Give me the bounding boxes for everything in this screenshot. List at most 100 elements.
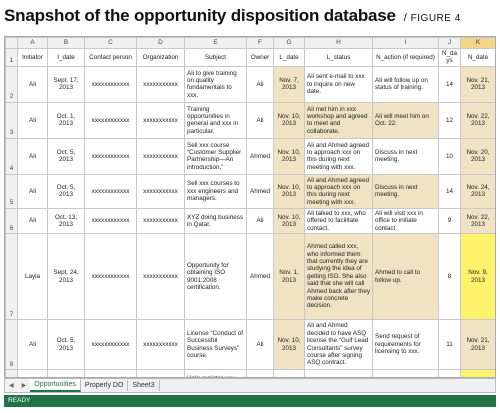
column-header: N_action (if required) [372, 48, 439, 67]
cell: Sept. 24, 2013 [47, 233, 85, 321]
cell: Opportunity for obtaining ISO 9001:2008 … [184, 233, 247, 321]
column-letter: G [273, 37, 305, 49]
data-row: 3 Ali Oct. 1, 2013 xxxxxxxxxxxx xxxxxxxxxxx T… [5, 101, 495, 139]
cell [372, 369, 439, 377]
cell: Ali [17, 173, 48, 209]
row-number: 6 [5, 207, 18, 235]
cell: xxxxxxxxxxx [136, 65, 185, 103]
cell: Training opportunities in general and xx… [184, 101, 247, 139]
cell: Discuss in next meeting. [372, 173, 439, 209]
title-bar: Snapshot of the opportunity disposition … [4, 6, 461, 26]
cell: Help register xxx. [184, 369, 247, 377]
figure-label: FIGURE 4 [410, 13, 461, 24]
cell: xxxxxxxxxxx [136, 319, 185, 371]
sheet-tab[interactable]: Sheet3 [128, 380, 160, 391]
cell: Ali will follow up on status of training… [372, 65, 439, 103]
cell: xxxxxxxxxxx [136, 207, 185, 235]
sheet-tabs: ◀ ▶ Opportunities Properly DO Sheet3 [4, 378, 496, 393]
cell: xxxxxxxxxxx [136, 173, 185, 209]
cell: Ali [246, 65, 274, 103]
data-row: 9 Help register xxx. [5, 369, 495, 377]
row-number: 5 [5, 173, 18, 209]
column-header: Owner [246, 48, 274, 67]
cell: Sell xxx courses to xxx engineers and ma… [184, 173, 247, 209]
cell: Ali sent e-mail to xxx to inquire on new… [304, 65, 373, 103]
cell: Nov. 22, 2013 [460, 101, 495, 139]
cell [136, 369, 185, 377]
cell [304, 369, 373, 377]
cell: Nov. 10, 2013 [273, 173, 305, 209]
sheet-tab[interactable]: Properly DO [81, 380, 129, 391]
cell: Ali [17, 207, 48, 235]
cell: Oct. 1, 2013 [47, 101, 85, 139]
header-row: 1 Initiator I_date Contact person Organizati… [5, 48, 495, 67]
cell: Ahmed [246, 173, 274, 209]
cell: Ahmed to call to follow up. [372, 233, 439, 321]
cell: 9 [438, 207, 461, 235]
cell: Ali [17, 137, 48, 175]
column-header: Organization [136, 48, 185, 67]
cell: Nov. 20, 2013 [460, 137, 495, 175]
cell: Nov. 22, 2013 [460, 207, 495, 235]
cell: Nov. 10, 2013 [273, 207, 305, 235]
row-number: 2 [5, 65, 18, 103]
cell: Nov. 10, 2013 [273, 319, 305, 371]
cell: xxxxxxxxxxx [136, 233, 185, 321]
tab-next[interactable]: ▶ [21, 383, 27, 389]
cell: Ahmed [246, 233, 274, 321]
cell: xxxxxxxxxxxx [84, 207, 137, 235]
column-letter: A [17, 37, 48, 49]
cell: Ahmed [246, 137, 274, 175]
cell: Ali met him in xxx workshop and agreed t… [304, 101, 373, 139]
column-header: N_date [460, 48, 495, 67]
column-letter: F [246, 37, 274, 49]
data-row: 8 Ali Oct. 5, 2013 xxxxxxxxxxxx xxxxxxxxxxx L… [5, 319, 495, 371]
column-header: L_status [304, 48, 373, 67]
row-number: 3 [5, 101, 18, 139]
column-header: I_date [47, 48, 85, 67]
cell: xxxxxxxxxxxx [84, 65, 137, 103]
cell: Sept. 17, 2013 [47, 65, 85, 103]
cell: Ali [17, 319, 48, 371]
cell: Ali [17, 65, 48, 103]
cell: Ali will visit xxx in office to initiate… [372, 207, 439, 235]
cell: xxxxxxxxxxx [136, 101, 185, 139]
cell: Ali [246, 319, 274, 371]
status-text: READY [8, 397, 31, 404]
cell: Ali to give training on quality fundamen… [184, 65, 247, 103]
cell: Nov. 10, 2013 [273, 137, 305, 175]
cell: xxxxxxxxxxxx [84, 173, 137, 209]
sheet-tab[interactable]: Opportunities [30, 379, 81, 392]
cell: Oct. 5, 2013 [47, 137, 85, 175]
cell: Nov. 10, 2013 [273, 101, 305, 139]
cell: Ali will meet him on Oct. 22. [372, 101, 439, 139]
column-header: Contact person [84, 48, 137, 67]
cell: Oct. 5, 2013 [47, 173, 85, 209]
cell: xxxxxxxxxxx [136, 137, 185, 175]
cell: Send request of requirements for licensi… [372, 319, 439, 371]
cell: Ali and Ahmed decided to have ASQ licens… [304, 319, 373, 371]
column-header: Subject [184, 48, 247, 67]
data-row: 7 Layla Sept. 24, 2013 xxxxxxxxxxxx xxxxxxxx… [5, 233, 495, 321]
cell: xxxxxxxxxxxx [84, 101, 137, 139]
cell: Nov. 7, 2013 [273, 65, 305, 103]
corner [5, 37, 18, 49]
cell: Ali [17, 101, 48, 139]
tab-prev[interactable]: ◀ [9, 383, 14, 389]
cell: Nov. 24, 2013 [460, 173, 495, 209]
column-letter: D [136, 37, 185, 49]
cell [84, 369, 137, 377]
separator: / [403, 12, 407, 24]
spreadsheet: A B C D E F G H I J K 1 Initiator I_date Contact perso… [4, 36, 496, 378]
row-number: 8 [5, 319, 18, 371]
cell: Oct. 5, 2013 [47, 319, 85, 371]
cell: Ali [246, 101, 274, 139]
cell: Ali [246, 207, 274, 235]
cell [246, 369, 274, 377]
cell: Discuss in next meeting. [372, 137, 439, 175]
cell: 14 [438, 173, 461, 209]
cell: Layla [17, 233, 48, 321]
data-row: 5 Ali Oct. 5, 2013 xxxxxxxxxxxx xxxxxxxxxxx S… [5, 173, 495, 209]
cell [438, 369, 461, 377]
title: Snapshot of the opportunity disposition … [4, 6, 396, 25]
